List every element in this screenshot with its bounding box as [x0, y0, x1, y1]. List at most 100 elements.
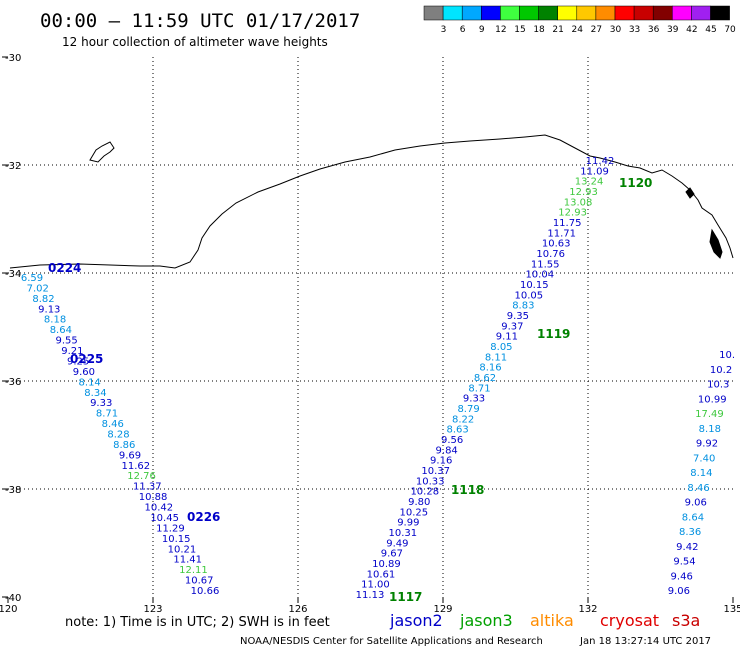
wave-height-value: 9.60	[73, 367, 95, 378]
scale-label: 15	[514, 25, 525, 35]
wave-height-value: 10.33	[416, 476, 445, 487]
wave-height-value: 10.15	[162, 534, 191, 545]
wave-height-value: 8.14	[79, 377, 101, 388]
scale-swatch	[557, 5, 578, 21]
wave-height-value: 10.89	[372, 559, 401, 570]
track-id-label: 1118	[451, 483, 484, 497]
lat-label: -30	[5, 53, 21, 64]
wave-height-value: 13.24	[575, 177, 604, 188]
wave-height-value: 8.71	[468, 383, 490, 394]
legend-s3a: s3a	[672, 611, 700, 630]
map-subtitle: 12 hour collection of altimeter wave hei…	[62, 35, 328, 49]
lon-label: 126	[288, 604, 307, 615]
lat-label: -40	[5, 593, 21, 604]
footer-note: note: 1) Time is in UTC; 2) SWH is in fe…	[65, 615, 330, 630]
wave-height-value: 9.54	[673, 557, 695, 568]
scale-swatch	[442, 5, 463, 21]
wave-height-value: 9.67	[381, 549, 403, 560]
peninsula-tip	[709, 228, 723, 259]
coastline	[9, 134, 734, 269]
wave-height-value: 10.04	[525, 270, 554, 281]
lat-label: -34	[5, 269, 21, 280]
graticule	[8, 57, 733, 597]
wave-height-value: 8.46	[687, 483, 709, 494]
wave-height-value: 7.02	[27, 283, 49, 294]
wave-height-value: 10.76	[536, 249, 565, 260]
scale-swatch	[691, 5, 711, 21]
scale-swatch	[672, 5, 692, 21]
legend-cryosat: cryosat	[600, 611, 659, 630]
wave-height-value: 10.88	[139, 492, 168, 503]
scale-label: 3	[441, 25, 447, 35]
wave-height-value: 9.42	[676, 542, 698, 553]
scale-swatch	[595, 5, 616, 21]
wave-height-value: 8.46	[102, 419, 124, 430]
wave-height-value: 11.00	[361, 580, 390, 591]
track-labels: 6.597.028.829.138.188.649.559.219.259.60…	[21, 156, 735, 601]
coast-detail	[685, 187, 695, 199]
scale-label: 36	[648, 25, 660, 35]
scale-label: 9	[479, 25, 485, 35]
wave-height-value: 8.64	[682, 512, 704, 523]
scale-swatch	[576, 5, 597, 21]
track-id-label: 1120	[619, 176, 652, 190]
wave-height-value: 10.61	[367, 569, 396, 580]
lon-label: 120	[0, 604, 18, 615]
legend-altika: altika	[530, 611, 574, 630]
wave-height-value: 10.63	[542, 239, 571, 250]
wave-height-value: 8.14	[690, 468, 712, 479]
wave-height-value: 17.49	[695, 409, 724, 420]
scale-label: 45	[705, 25, 716, 35]
wave-height-value: 8.62	[474, 373, 496, 384]
wave-height-value: 12.11	[179, 565, 208, 576]
wave-height-value: 9.33	[463, 394, 485, 405]
wave-height-value: 10.67	[185, 576, 214, 587]
scale-swatch	[614, 5, 635, 21]
wave-height-value: 12.93	[558, 208, 587, 219]
wave-height-value: 9.13	[38, 304, 60, 315]
scale-label: 24	[572, 25, 584, 35]
wave-height-value: 11.55	[531, 259, 560, 270]
wave-height-value: 10.05	[514, 290, 543, 301]
wave-height-value: 9.06	[685, 498, 707, 509]
scale-label: 39	[667, 25, 679, 35]
wave-height-value: 9.11	[496, 332, 518, 343]
lat-label: -36	[5, 377, 21, 388]
wave-height-value: 6.59	[21, 273, 43, 284]
scale-label: 27	[591, 25, 602, 35]
wave-height-value: 8.34	[84, 388, 106, 399]
wave-height-value: 8.18	[44, 315, 66, 326]
wave-height-value: 10.15	[520, 280, 549, 291]
wave-height-value: 9.55	[55, 336, 77, 347]
wave-height-value: 8.36	[679, 527, 701, 538]
wave-height-value: 8.18	[699, 424, 721, 435]
wave-height-value: 10.28	[410, 487, 439, 498]
scale-label: 33	[629, 25, 640, 35]
lon-label: 132	[578, 604, 597, 615]
wave-height-value: 8.64	[50, 325, 72, 336]
scale-label: 70	[724, 25, 736, 35]
wave-height-value: 8.63	[446, 425, 468, 436]
scale-swatch	[500, 5, 520, 21]
wave-height-value: 8.71	[96, 409, 118, 420]
lat-label: -32	[5, 161, 21, 172]
wave-height-value: 11.75	[553, 218, 582, 229]
wave-height-value: 10.31	[389, 528, 418, 539]
wave-height-value: 13.08	[564, 197, 593, 208]
wave-height-value: 9.21	[61, 346, 83, 357]
scale-swatch	[652, 5, 673, 21]
track-id-label: 0224	[48, 261, 81, 275]
wave-height-value: 8.11	[485, 352, 507, 363]
track-id-label: 1119	[537, 327, 570, 341]
scale-swatch	[710, 5, 730, 21]
track-id-label: 0226	[187, 510, 220, 524]
wave-height-value: 8.79	[457, 404, 479, 415]
scale-swatch	[461, 5, 482, 21]
wave-height-value: 9.56	[441, 435, 463, 446]
wave-height-value: 10.42	[145, 503, 174, 514]
lon-label: 135	[723, 604, 740, 615]
wave-height-value: 12.93	[569, 187, 598, 198]
legend-jason2: jason2	[389, 611, 443, 630]
